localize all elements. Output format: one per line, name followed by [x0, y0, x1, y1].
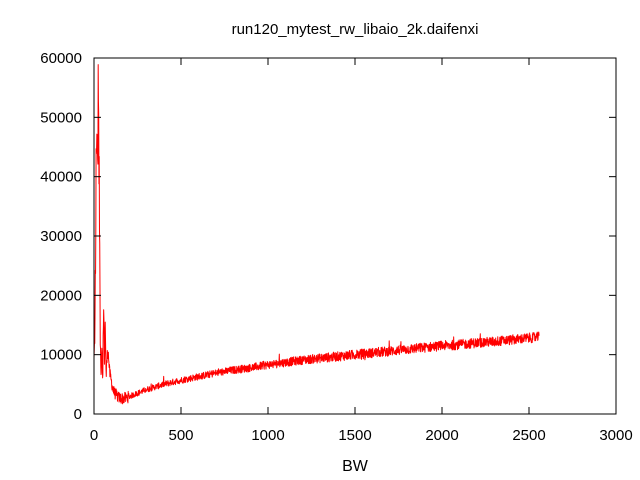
x-axis-title: BW [342, 458, 369, 475]
y-tick-label: 30000 [40, 228, 82, 245]
plot-frame [93, 57, 617, 415]
x-tick-label: 2500 [512, 427, 545, 444]
y-tick-label: 20000 [40, 287, 82, 304]
x-tick-label: 500 [168, 427, 193, 444]
plot-data-layer [93, 64, 540, 405]
y-tick-label: 10000 [40, 347, 82, 364]
axis-ticks: 0 500 1000 1500 2000 2500 30000100002000030000… [40, 50, 632, 444]
y-tick-label: 0 [74, 406, 82, 423]
x-tick-label: 3000 [599, 427, 632, 444]
chart-title: run120_mytest_rw_libaio_2k.daifenxi [232, 21, 479, 38]
x-tick-label: 2000 [425, 427, 458, 444]
y-tick-label: 50000 [40, 109, 82, 126]
y-tick-label: 40000 [40, 169, 82, 186]
series-line [93, 64, 540, 405]
x-tick-label: 0 [90, 427, 98, 444]
x-tick-label: 1000 [251, 427, 284, 444]
y-tick-label: 60000 [40, 50, 82, 67]
x-tick-label: 1500 [338, 427, 371, 444]
